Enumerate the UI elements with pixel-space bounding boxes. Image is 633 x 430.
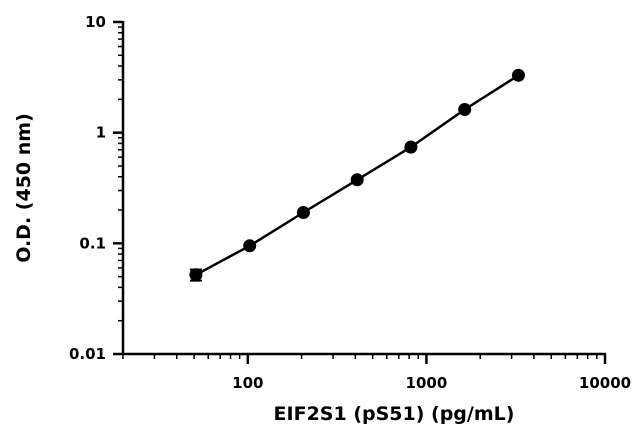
- x-tick-label: 100: [232, 374, 263, 392]
- data-point: [243, 239, 257, 253]
- y-tick-label: 0.01: [69, 345, 106, 363]
- data-point: [458, 102, 472, 116]
- series-layer: [189, 68, 525, 282]
- x-axis-title: EIF2S1 (pS51) (pg/mL): [274, 403, 515, 425]
- data-point: [404, 140, 418, 154]
- data-point: [296, 205, 310, 219]
- y-tick-label: 10: [85, 13, 106, 31]
- data-point: [511, 68, 525, 82]
- y-tick-label: 1: [96, 124, 106, 142]
- x-tick-label: 1000: [406, 374, 448, 392]
- x-tick-label: 10000: [579, 374, 631, 392]
- data-point: [189, 268, 203, 282]
- y-axis-title: O.D. (450 nm): [13, 113, 35, 263]
- y-tick-label: 0.1: [79, 234, 106, 252]
- axes: [121, 21, 606, 356]
- y-axis-ticks: 0.01 0.1 1 10: [69, 13, 123, 363]
- x-axis-ticks: 100 1000 10000: [122, 354, 631, 392]
- data-point: [350, 173, 364, 187]
